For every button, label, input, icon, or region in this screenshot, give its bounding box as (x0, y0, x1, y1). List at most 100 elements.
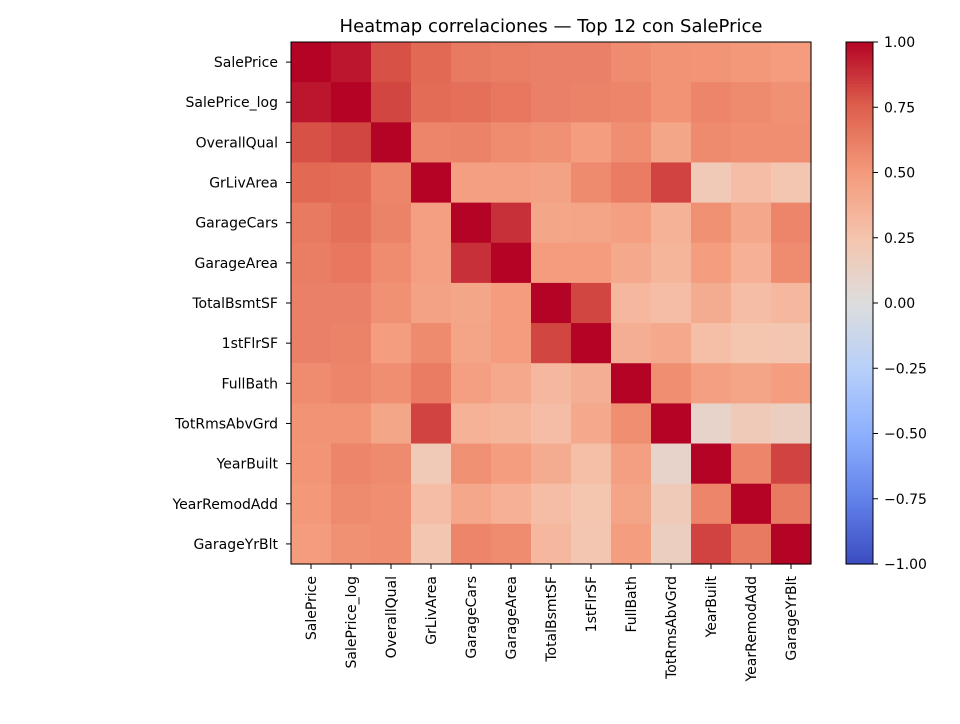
heatmap-cell (571, 483, 612, 525)
heatmap-cell (731, 42, 772, 83)
colorbar-segment (846, 175, 873, 179)
colorbar-segment (846, 545, 873, 549)
heatmap-cell (371, 403, 412, 445)
y-tick-label: YearRemodAdd (171, 497, 278, 513)
heatmap-cell (411, 523, 452, 565)
heatmap-cell (531, 162, 572, 204)
colorbar-segment (846, 300, 873, 304)
heatmap-cell (331, 443, 372, 485)
colorbar-segment (846, 446, 873, 450)
colorbar-segment (846, 472, 873, 476)
heatmap-cell (331, 282, 372, 324)
heatmap-cell (611, 82, 652, 123)
colorbar-segment (846, 349, 873, 354)
colorbar-segment (846, 109, 873, 114)
colorbar-segment (846, 125, 873, 129)
heatmap-cell (331, 202, 372, 244)
colorbar-segment (846, 75, 873, 80)
heatmap-cell (771, 523, 812, 565)
colorbar-segment (846, 232, 873, 236)
heatmap-cell (491, 242, 532, 284)
colorbar-segment (846, 417, 873, 422)
colorbar-segment (846, 503, 873, 508)
colorbar-segment (846, 310, 873, 315)
colorbar-segment (846, 355, 873, 359)
colorbar-segment (846, 73, 873, 77)
colorbar-segment (846, 485, 873, 489)
colorbar-segment (846, 169, 873, 174)
heatmap-cell (411, 162, 452, 204)
heatmap-cell (411, 443, 452, 485)
colorbar-segment (846, 122, 873, 127)
heatmap-cell (371, 443, 412, 485)
heatmap-cell (771, 323, 812, 364)
heatmap-cell (291, 162, 332, 204)
colorbar-segment (846, 216, 873, 221)
colorbar-segment (846, 156, 873, 161)
y-tick-label: YearBuilt (216, 457, 279, 473)
heatmap-cell (771, 42, 812, 83)
heatmap-cell (691, 443, 732, 485)
heatmap-cell (451, 523, 492, 565)
colorbar: 1.00 0.75 0.50 0.25 0.00 −0.25 −0.50 −0.75 −1.00 (845, 35, 927, 573)
colorbar-segment (846, 543, 873, 547)
colorbar-segment (846, 415, 873, 419)
colorbar-segment (846, 522, 873, 526)
colorbar-tick-label: 0.00 (884, 296, 915, 312)
colorbar-segment (846, 159, 873, 163)
heatmap-cell (571, 282, 612, 324)
colorbar-segment (846, 373, 873, 377)
colorbar-segment (846, 540, 873, 544)
colorbar-segment (846, 438, 873, 442)
y-tick-label: GarageYrBlt (193, 537, 278, 553)
heatmap-cell (611, 162, 652, 204)
colorbar-segment (846, 451, 873, 455)
heatmap-cell (611, 122, 652, 164)
colorbar-segment (846, 488, 873, 492)
heatmap-cell (371, 363, 412, 404)
heatmap-cell (651, 122, 692, 164)
heatmap-cell (651, 162, 692, 204)
heatmap-cell (691, 483, 732, 525)
colorbar-tick-label: −0.75 (884, 492, 927, 508)
chart-title: Heatmap correlaciones — Top 12 con SaleP… (340, 16, 763, 37)
colorbar-segment (846, 107, 873, 111)
colorbar-segment (846, 102, 873, 106)
heatmap-cell (651, 403, 692, 445)
colorbar-segment (846, 514, 873, 518)
colorbar-segment (846, 47, 873, 51)
colorbar-segment (846, 334, 873, 338)
colorbar-segment (846, 506, 873, 510)
heatmap-cell (371, 162, 412, 204)
heatmap-cell (411, 403, 452, 445)
y-axis: SalePrice SalePrice_log OverallQual GrLivAr… (171, 55, 291, 553)
colorbar-segment (846, 151, 873, 155)
heatmap-cell (771, 242, 812, 284)
colorbar-segment (846, 83, 873, 87)
heatmap-cell (371, 282, 412, 324)
colorbar-segment (846, 52, 873, 56)
colorbar-segment (846, 498, 873, 502)
colorbar-segment (846, 326, 873, 330)
heatmap-cell (611, 523, 652, 565)
colorbar-segment (846, 224, 873, 228)
colorbar-segment (846, 363, 873, 367)
colorbar-segment (846, 120, 873, 124)
heatmap-cell (611, 323, 652, 364)
heatmap-cell (291, 202, 332, 244)
heatmap-cell (491, 122, 532, 164)
heatmap-cell (451, 82, 492, 123)
heatmap-cell (731, 403, 772, 445)
heatmap-cell (491, 162, 532, 204)
colorbar-segment (846, 561, 873, 565)
colorbar-segment (846, 402, 873, 406)
colorbar-segment (846, 436, 873, 440)
heatmap-cell (411, 363, 452, 404)
colorbar-segment (846, 172, 873, 176)
heatmap-cell (651, 363, 692, 404)
heatmap-cell (691, 42, 732, 83)
x-axis: SalePrice SalePrice_log OverallQual GrLivAr… (304, 564, 800, 683)
heatmap-cell (491, 443, 532, 485)
heatmap-cell (691, 82, 732, 123)
